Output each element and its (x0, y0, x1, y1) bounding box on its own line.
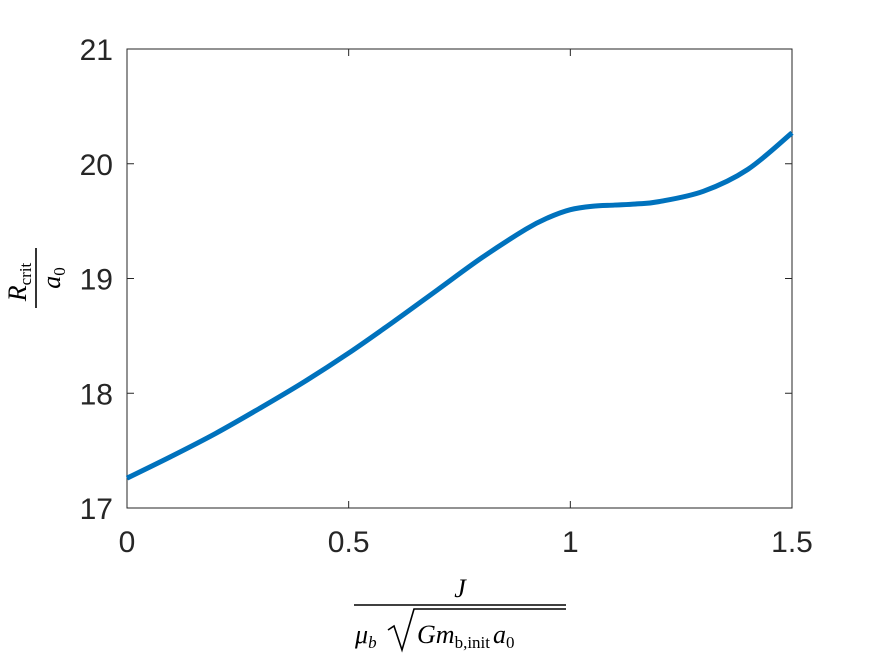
series-layer (125, 130, 794, 481)
y-tick-label: 17 (80, 493, 113, 526)
x-label-sqrt-sign (387, 608, 566, 653)
plot-area (126, 48, 793, 509)
y-label-r: R (3, 285, 32, 302)
y-tick-label: 18 (80, 378, 113, 411)
y-tick-label: 20 (80, 149, 113, 182)
x-label-a-sub: 0 (506, 633, 515, 652)
y-tick-label: 21 (80, 34, 113, 67)
axis-ticks (126, 48, 793, 509)
y-label-a: a (37, 276, 66, 289)
x-tick-label: 0 (119, 526, 136, 559)
series-line (125, 130, 794, 481)
y-axis-label: Rcrit a0 (3, 248, 69, 308)
x-label-denominator: μb (354, 620, 377, 652)
x-label-sqrt-content: Gmb,init a0 (417, 620, 514, 652)
x-label-mu: μ (354, 620, 368, 649)
x-tick-label: 1.5 (771, 526, 813, 559)
axis-tick-labels: 0 0.5 1 1.5 17 18 19 20 21 (80, 34, 813, 559)
y-tick-label: 19 (80, 264, 113, 297)
x-label-numerator: J (454, 574, 467, 603)
y-label-denominator: a0 (37, 267, 69, 289)
x-tick-label: 1 (562, 526, 579, 559)
x-label-gm: Gm (417, 620, 455, 649)
y-label-r-sub: crit (16, 262, 35, 285)
y-label-numerator: Rcrit (3, 262, 35, 302)
x-axis-label: J μb Gmb,init a0 (354, 574, 566, 653)
x-label-mu-sub: b (368, 633, 377, 652)
x-tick-label: 0.5 (328, 526, 370, 559)
x-label-a: a (493, 620, 506, 649)
y-label-a-sub: 0 (50, 267, 69, 276)
x-label-m-sub: b,init (455, 633, 491, 652)
